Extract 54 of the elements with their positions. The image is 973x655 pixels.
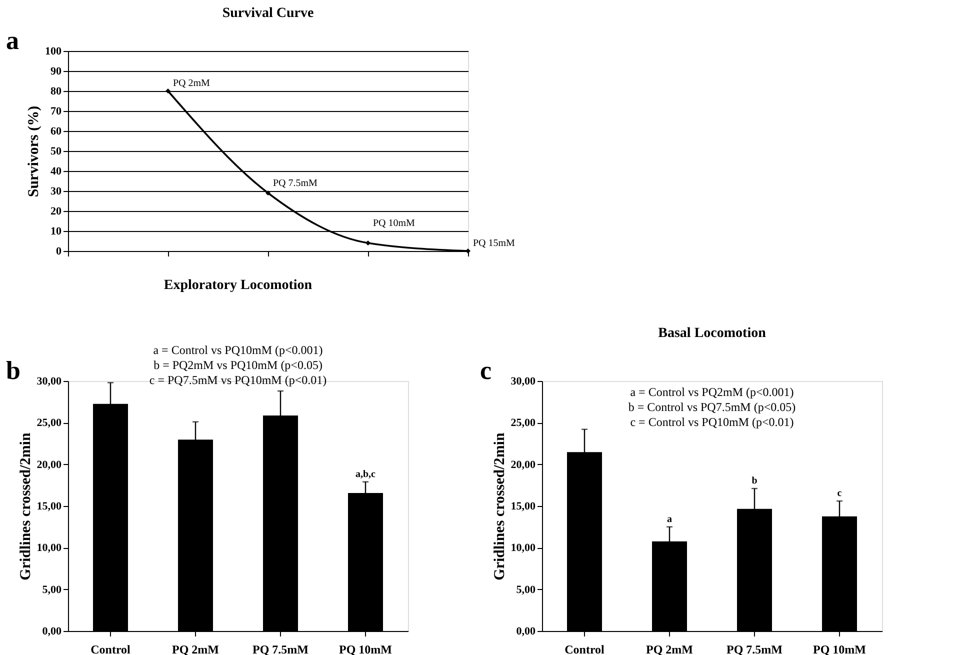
y-tick-label: 20,00	[36, 458, 62, 471]
point	[466, 248, 470, 254]
y-axis-title: Survivors (%)	[26, 106, 42, 198]
annotation: PQ 2mM	[173, 78, 210, 89]
annotation: c	[837, 488, 842, 499]
y-tick-label: 15,00	[36, 500, 62, 512]
annotation: b = Control vs PQ7.5mM (p<0.05)	[628, 400, 796, 414]
text: c	[480, 356, 492, 385]
y-tick-label: 20,00	[510, 458, 536, 471]
point	[366, 240, 370, 246]
annotation: b	[752, 476, 758, 486]
annotation: a	[667, 514, 672, 525]
y-tick-label: 15,00	[510, 500, 536, 512]
x-tick-label: Control	[90, 642, 132, 655]
y-tick-label: 30,00	[36, 376, 62, 388]
y-tick-label: 10	[50, 226, 62, 238]
y-tick-label: 40	[50, 166, 62, 178]
annotation: c = Control vs PQ10mM (p<0.01)	[630, 415, 794, 429]
y-tick-label: 30	[50, 186, 62, 198]
y-axis-title: Gridlines crossed/2min	[18, 432, 34, 580]
point	[266, 190, 270, 196]
point	[166, 88, 170, 94]
y-tick-label: 5,00	[42, 584, 62, 596]
annotation: c = PQ7.5mM vs PQ10mM (p<0.01)	[149, 373, 327, 387]
chart-title: Basal Locomotion	[658, 326, 766, 341]
y-tick-label: 10,00	[510, 542, 536, 554]
y-tick-label: 80	[50, 86, 62, 98]
x-tick-label: Control	[564, 642, 606, 655]
annotation: PQ 10mM	[373, 218, 416, 229]
text: a	[6, 26, 19, 55]
y-axis-title: Gridlines crossed/2min	[492, 432, 508, 580]
y-tick-label: 0,00	[42, 626, 62, 638]
y-tick-label: 25,00	[510, 417, 536, 430]
y-tick-label: 100	[45, 46, 62, 58]
chart-title: Survival Curve	[222, 6, 314, 21]
y-tick-label: 0,00	[516, 626, 536, 638]
y-tick-label: 30,00	[510, 376, 536, 388]
y-tick-label: 25,00	[36, 417, 62, 430]
text: PQ 15mM	[473, 238, 516, 249]
y-tick-label: 70	[50, 106, 62, 118]
y-tick-label: 60	[50, 126, 62, 138]
y-tick-label: 50	[50, 146, 62, 158]
y-tick-label: 90	[50, 66, 62, 78]
y-tick-label: 5,00	[516, 584, 536, 596]
text: b = PQ2mM vs PQ10mM (p<0.05)	[154, 358, 322, 372]
y-tick-label: 10,00	[36, 542, 62, 554]
annotation: a = Control vs PQ2mM (p<0.001)	[630, 385, 794, 399]
y-tick-label: 20	[50, 206, 62, 218]
text: b	[6, 356, 20, 385]
y-tick-label: 0	[56, 246, 62, 258]
annotation: PQ 7.5mM	[273, 178, 318, 189]
text: a = Control vs PQ10mM (p<0.001)	[153, 343, 323, 357]
chart-title: Exploratory Locomotion	[164, 278, 312, 293]
annotation: a,b,c	[356, 468, 376, 480]
